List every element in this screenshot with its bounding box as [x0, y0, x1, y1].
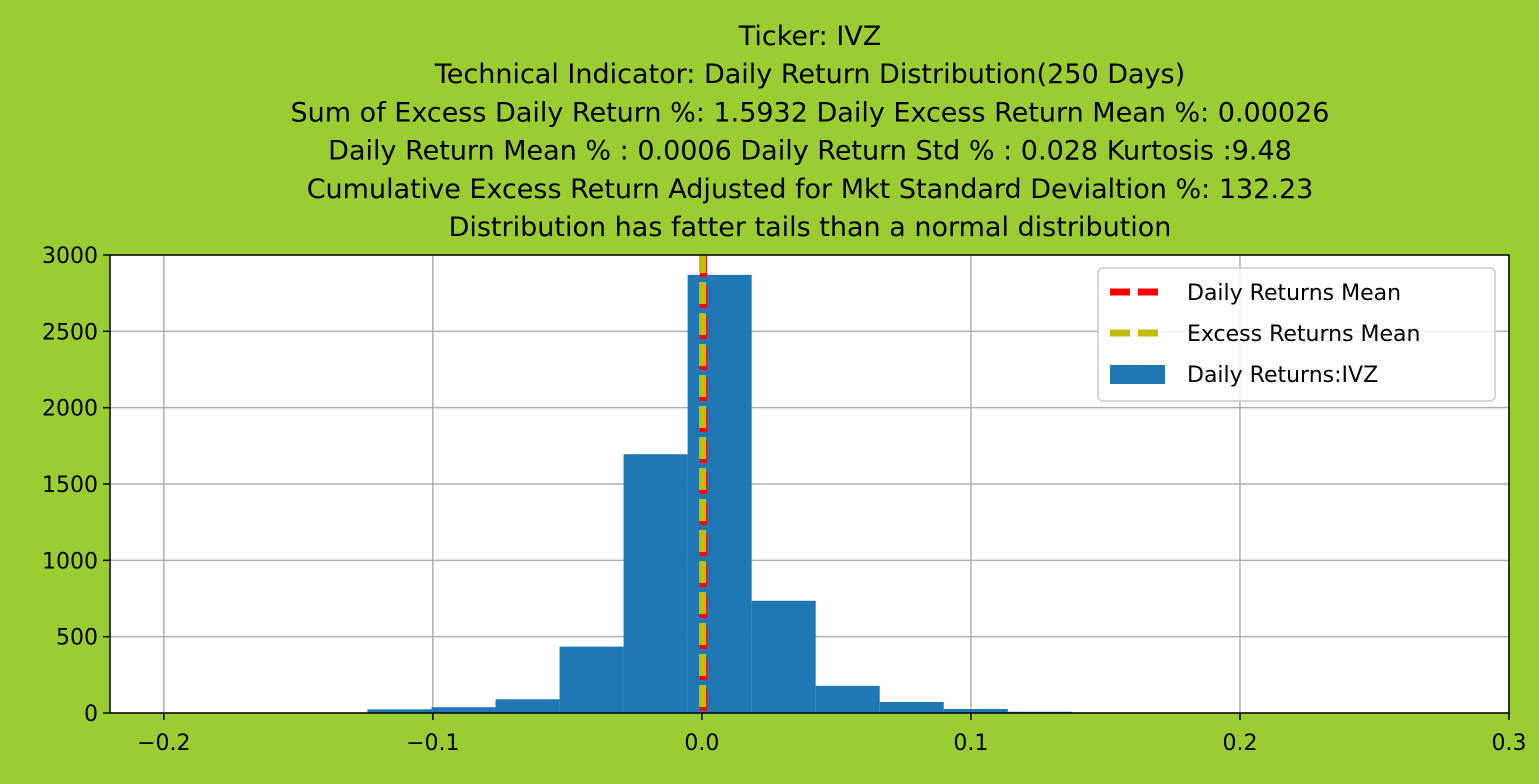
- legend-label: Daily Returns:IVZ: [1187, 363, 1378, 388]
- y-axis: 0 500 1000 1500 2000 2500 3000: [42, 244, 110, 727]
- x-tick-label: 0.3: [1492, 731, 1527, 756]
- x-tick-label: 0.2: [1222, 731, 1257, 756]
- y-tick-label: 500: [56, 626, 98, 651]
- histogram-bar: [559, 646, 624, 713]
- title-line-5: Cumulative Excess Return Adjusted for Mk…: [307, 174, 1314, 205]
- histogram-bar: [367, 709, 432, 713]
- title-line-3: Sum of Excess Daily Return %: 1.5932 Dai…: [291, 97, 1330, 128]
- legend: Daily Returns Mean Excess Returns Mean Dai…: [1097, 267, 1496, 402]
- chart-title: Ticker: IVZ Technical Indicator: Daily Re…: [291, 21, 1330, 243]
- x-tick-label: 0.1: [953, 731, 988, 756]
- histogram-bar: [495, 699, 560, 713]
- histogram-bar: [623, 454, 688, 713]
- x-tick-label: 0.0: [684, 731, 719, 756]
- title-line-6: Distribution has fatter tails than a nor…: [449, 212, 1172, 243]
- legend-label: Daily Returns Mean: [1187, 281, 1401, 306]
- y-tick-label: 1500: [42, 473, 98, 498]
- y-tick-label: 2000: [42, 397, 98, 422]
- histogram-bar: [879, 702, 944, 713]
- legend-label: Excess Returns Mean: [1187, 322, 1420, 347]
- histogram-bar: [751, 600, 816, 713]
- histogram-bars: [367, 274, 1072, 713]
- mean-lines: [699, 255, 707, 713]
- histogram-bar: [815, 685, 880, 713]
- legend-box: [1097, 267, 1496, 402]
- histogram-bar: [943, 709, 1008, 713]
- y-tick-label: 1000: [42, 549, 98, 574]
- histogram-bar: [687, 274, 752, 713]
- x-tick-label: −0.2: [137, 731, 190, 756]
- y-tick-label: 2500: [42, 320, 98, 345]
- title-line-4: Daily Return Mean % : 0.0006 Daily Retur…: [328, 136, 1292, 167]
- histogram-bar: [431, 707, 496, 713]
- y-tick-label: 3000: [42, 244, 98, 269]
- title-line-2: Technical Indicator: Daily Return Distri…: [434, 59, 1185, 90]
- x-tick-label: −0.1: [406, 731, 459, 756]
- y-tick-label: 0: [84, 702, 98, 727]
- legend-swatch: [1110, 365, 1165, 384]
- x-axis: −0.2 −0.1 0.0 0.1 0.2 0.3: [137, 713, 1527, 756]
- title-line-1: Ticker: IVZ: [738, 21, 882, 52]
